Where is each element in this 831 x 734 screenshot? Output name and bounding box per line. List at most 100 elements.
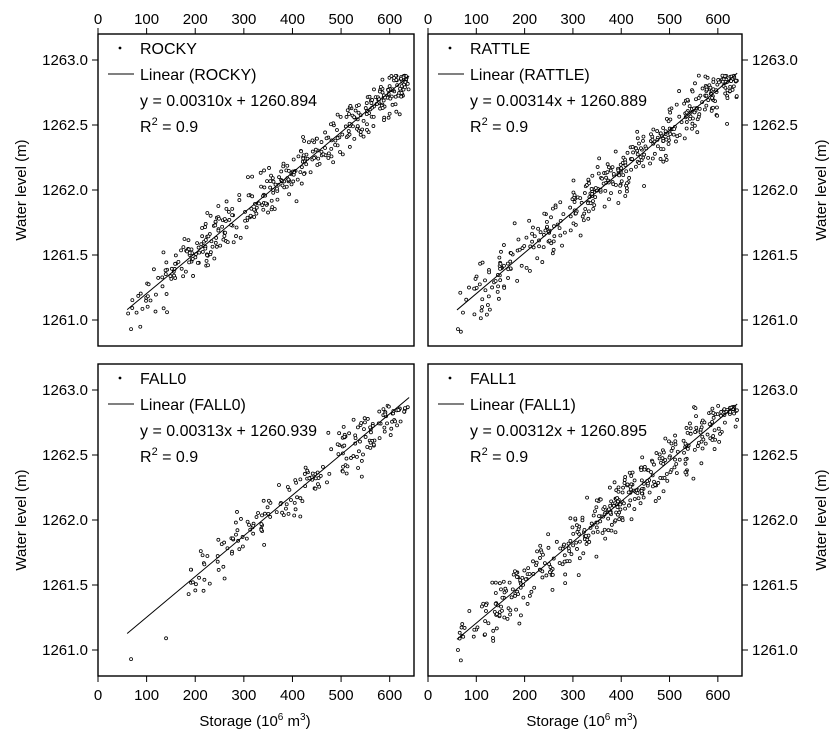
data-point [512,221,517,226]
data-point [398,419,403,424]
data-point [295,495,299,500]
data-point [553,205,558,210]
data-point [502,285,507,290]
data-point [720,73,725,78]
data-point [619,179,624,184]
data-point [377,409,382,414]
x-axis-title-right-end: ) [633,713,638,730]
r-squared-exponent: 2 [482,446,488,458]
data-point [181,274,186,279]
data-point [295,177,300,182]
data-point [173,253,178,258]
data-point [256,511,260,515]
data-point [200,226,204,230]
r-squared-value: = 0.9 [488,449,529,466]
data-point [593,186,598,190]
data-point [238,235,243,240]
data-point [326,151,331,156]
data-point [524,265,529,270]
data-point [403,85,407,90]
data-point [325,480,329,485]
data-point [717,439,722,444]
data-point [577,539,582,544]
data-point [668,132,673,136]
x-tick-label: 200 [512,11,537,28]
data-point [352,115,357,120]
legend-label-trendline: Linear (ROCKY) [140,67,256,84]
data-point [182,237,187,241]
data-point [251,531,256,536]
data-point [687,104,692,109]
data-point [623,506,627,511]
data-point [237,198,242,202]
data-point [261,207,266,212]
data-point [683,457,688,462]
data-point [484,312,489,317]
data-point [136,294,141,298]
data-point [478,316,483,321]
data-point [684,110,689,115]
data-point [620,490,625,495]
panel-rocky: 0 100 200 300 400 500 600 1261.0 1261.5 1262.0 126… [42,11,415,347]
data-point [498,581,502,586]
data-point [610,165,615,170]
data-point [362,416,367,421]
data-point [130,298,135,303]
data-point [590,173,595,178]
data-point [652,151,657,156]
data-point [695,444,700,448]
data-point [668,110,673,115]
data-point [666,119,671,124]
data-point [594,554,599,559]
data-point [519,263,524,268]
data-point [342,443,347,448]
data-point [293,507,298,512]
data-point [394,109,399,114]
data-point [216,228,221,233]
data-point [316,156,321,161]
data-point [649,132,653,137]
data-point [386,88,391,92]
data-point [685,446,690,451]
data-point [216,537,221,542]
x-tick-label: 300 [560,687,585,704]
data-point [593,509,597,514]
data-point [494,626,499,631]
data-point [667,455,672,460]
data-point [251,523,256,528]
x-axis-title-left-end: ) [306,713,311,730]
data-point [629,167,634,172]
data-point [649,470,653,474]
data-point [671,132,676,137]
data-point [609,191,613,196]
data-point [711,105,715,110]
data-point [271,190,276,195]
data-point [538,556,542,560]
data-point [711,415,716,420]
data-point [591,206,596,211]
data-point [371,124,376,128]
y-tick-label: 1261.5 [752,577,798,594]
x-tick-label: 500 [657,687,682,704]
data-point [458,658,463,663]
data-point [613,530,618,535]
data-point [636,496,641,501]
data-point [369,430,373,435]
data-point [701,437,706,442]
data-point [631,150,635,155]
legend-label-points: ROCKY [140,41,197,58]
data-point [480,297,485,302]
data-point [613,149,618,154]
data-point [595,529,600,534]
data-point [554,539,559,544]
data-point [154,292,158,297]
data-point [661,450,666,455]
r-squared-label: R2 = 0.9 [470,446,528,466]
data-point [203,221,208,226]
data-point [683,441,688,446]
data-point [467,285,471,290]
data-point [472,286,477,291]
data-point [395,423,399,428]
data-point [341,464,345,469]
data-point [541,245,546,250]
